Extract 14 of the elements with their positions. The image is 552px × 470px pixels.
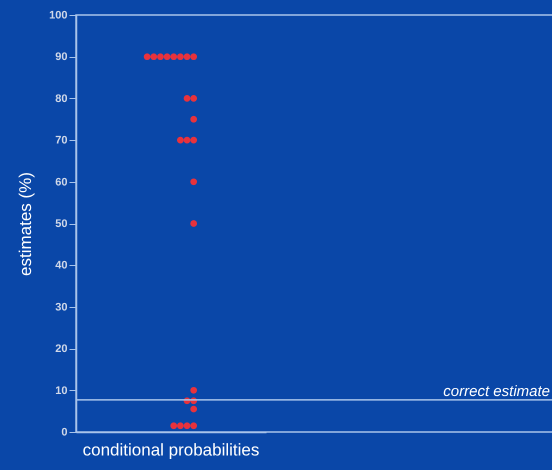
y-axis-title: estimates (%)	[16, 172, 36, 276]
y-tick-label: 100	[49, 10, 68, 22]
x-tick-label: conditional probabilities	[82, 440, 260, 460]
y-tick-label: 20	[55, 343, 68, 356]
y-tick-label: 90	[55, 51, 68, 64]
y-tick-label: 40	[55, 260, 68, 272]
y-tick-label: 80	[55, 92, 68, 105]
y-tick-label: 70	[55, 134, 68, 147]
y-tick-label: 30	[55, 301, 68, 314]
y-tick-label: 10	[55, 384, 68, 397]
y-tick-label: 50	[55, 218, 68, 230]
y-tick-label: 0	[61, 426, 68, 438]
ref-line-label: correct estimate	[443, 382, 550, 400]
y-tick-label: 60	[55, 176, 68, 188]
